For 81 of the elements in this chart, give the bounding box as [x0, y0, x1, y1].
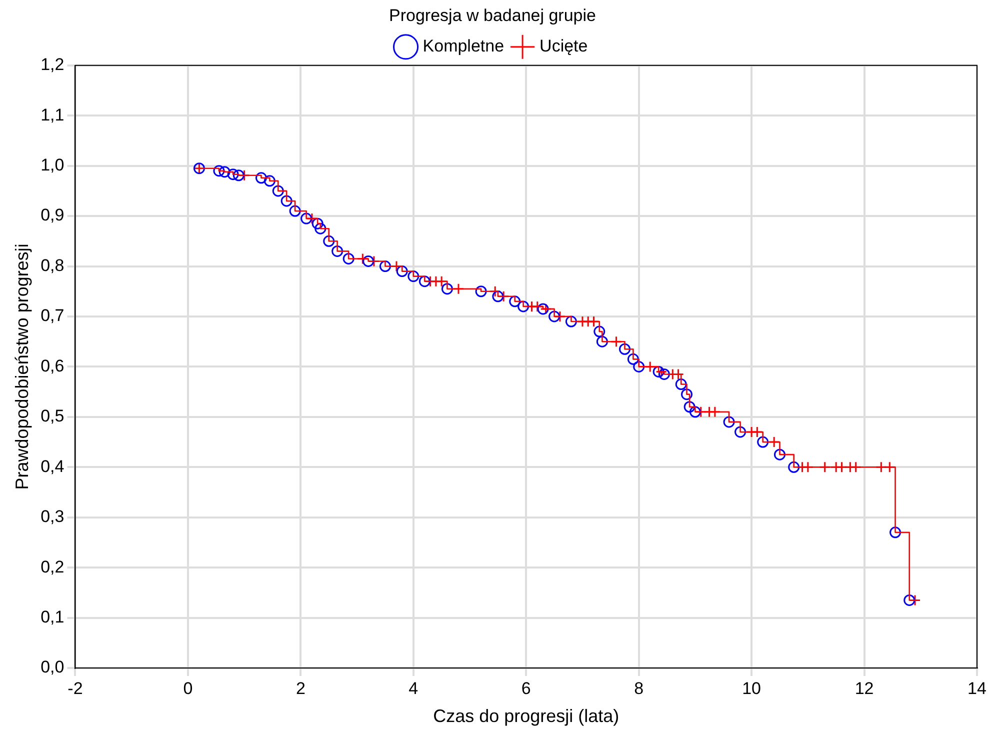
point [548, 310, 560, 322]
point [618, 343, 630, 355]
x-tick-label: 14 [968, 678, 986, 698]
point [890, 526, 902, 538]
point [774, 448, 786, 460]
point [904, 594, 916, 606]
point [532, 300, 544, 312]
x-tick-label: 8 [634, 678, 644, 698]
point [323, 235, 335, 247]
y-tick-label: 0,3 [40, 507, 64, 526]
x-tick-label: 4 [408, 678, 418, 698]
point [610, 336, 622, 348]
point [594, 326, 606, 338]
point [218, 166, 230, 178]
point [362, 255, 374, 267]
point [227, 168, 239, 180]
point [213, 165, 225, 177]
point [689, 406, 701, 418]
point [232, 170, 244, 182]
point [509, 296, 521, 308]
point [680, 388, 692, 400]
point [518, 300, 530, 312]
legend-label: Kompletne [422, 36, 504, 56]
point [408, 270, 420, 282]
point [272, 185, 284, 197]
y-tick-label: 0,0 [40, 658, 64, 677]
point [684, 401, 696, 413]
point [332, 245, 344, 257]
x-axis-title: Czas do progresji (lata) [433, 706, 620, 726]
point [658, 368, 670, 380]
point [396, 266, 408, 278]
point [475, 286, 487, 298]
point [342, 252, 354, 264]
point [255, 172, 267, 184]
y-tick-label: 0,8 [40, 256, 64, 275]
x-tick-label: 6 [521, 678, 531, 698]
point [768, 436, 780, 448]
point [264, 175, 276, 187]
point [312, 218, 324, 230]
point [441, 283, 453, 295]
point [734, 426, 746, 438]
point [565, 316, 577, 328]
point [751, 426, 763, 438]
point [540, 303, 552, 315]
legend-title: Progresja w badanej grupie [389, 6, 596, 26]
x-tick-label: -2 [68, 678, 83, 698]
point [675, 378, 687, 390]
point [314, 222, 326, 234]
point [280, 195, 292, 207]
y-tick-label: 0,2 [40, 557, 64, 576]
x-tick-label: 10 [742, 678, 762, 698]
y-tick-label: 0,6 [40, 356, 64, 376]
x-tick-label: 12 [854, 678, 874, 698]
y-tick-label: 1,0 [40, 156, 64, 175]
point [588, 316, 600, 328]
point [757, 436, 769, 448]
point [492, 290, 504, 302]
y-tick-label: 0,7 [40, 306, 64, 326]
point [554, 310, 566, 322]
point [656, 366, 668, 378]
point [633, 360, 645, 372]
y-axis-title: Prawdopodobieństwo progresji [12, 244, 32, 490]
x-tick-label: 0 [183, 678, 193, 698]
point [300, 212, 312, 224]
point [289, 205, 301, 217]
y-tick-label: 0,1 [40, 607, 64, 626]
x-tick-label: 2 [296, 678, 306, 698]
point [788, 461, 800, 473]
y-tick-label: 0,5 [40, 406, 64, 426]
point [652, 366, 664, 378]
point [379, 260, 391, 272]
point [596, 336, 608, 348]
point [627, 353, 639, 365]
point [723, 416, 735, 428]
point [537, 303, 549, 315]
point [418, 276, 430, 288]
legend-label: Ucięte [540, 36, 588, 56]
y-tick-label: 1,2 [40, 55, 64, 74]
y-tick-label: 0,9 [40, 206, 64, 225]
y-tick-label: 0,4 [40, 456, 64, 476]
y-tick-label: 1,1 [40, 105, 64, 124]
